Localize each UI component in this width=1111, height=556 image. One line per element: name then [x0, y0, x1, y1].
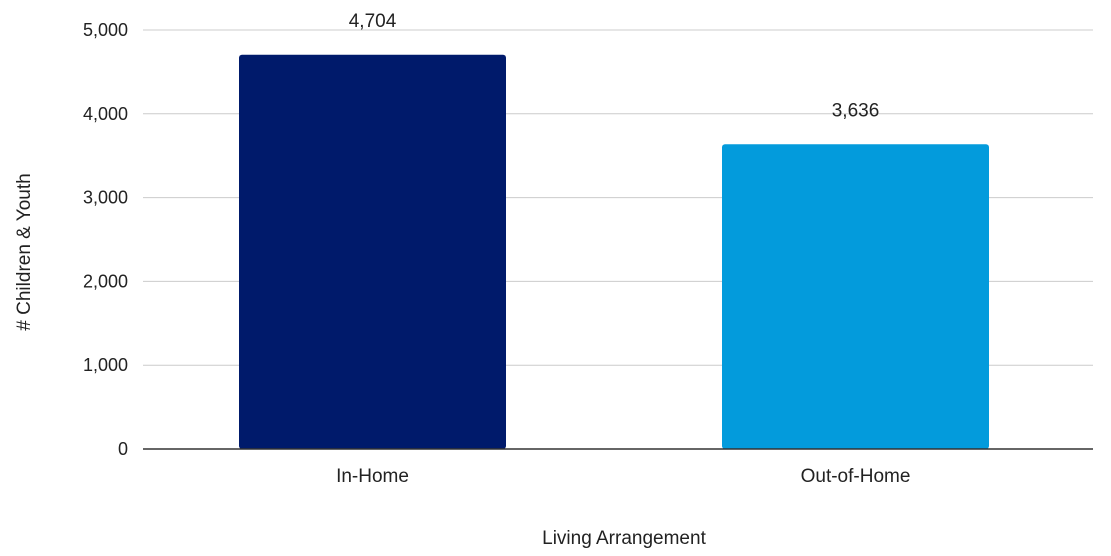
y-tick-label: 2,000 — [83, 271, 128, 291]
bar-in-home — [239, 54, 506, 449]
y-tick-label: 5,000 — [83, 20, 128, 40]
y-tick-label: 3,000 — [83, 188, 128, 208]
y-tick-label: 1,000 — [83, 355, 128, 375]
bars — [239, 54, 989, 449]
x-axis-title: Living Arrangement — [542, 528, 706, 549]
x-category-label: Out-of-Home — [801, 466, 911, 487]
x-category-label: In-Home — [336, 466, 409, 487]
bar-out-of-home — [722, 144, 989, 449]
y-axis-ticks: 0 1,000 2,000 3,000 4,000 5,000 — [83, 20, 128, 459]
data-label: 4,704 — [349, 11, 397, 32]
x-axis-categories: In-Home Out-of-Home — [336, 466, 910, 487]
y-tick-label: 4,000 — [83, 104, 128, 124]
y-axis-title: # Children & Youth — [14, 173, 35, 330]
y-tick-label: 0 — [118, 439, 128, 459]
data-label: 3,636 — [832, 100, 880, 121]
data-labels: 4,704 3,636 — [349, 11, 880, 121]
